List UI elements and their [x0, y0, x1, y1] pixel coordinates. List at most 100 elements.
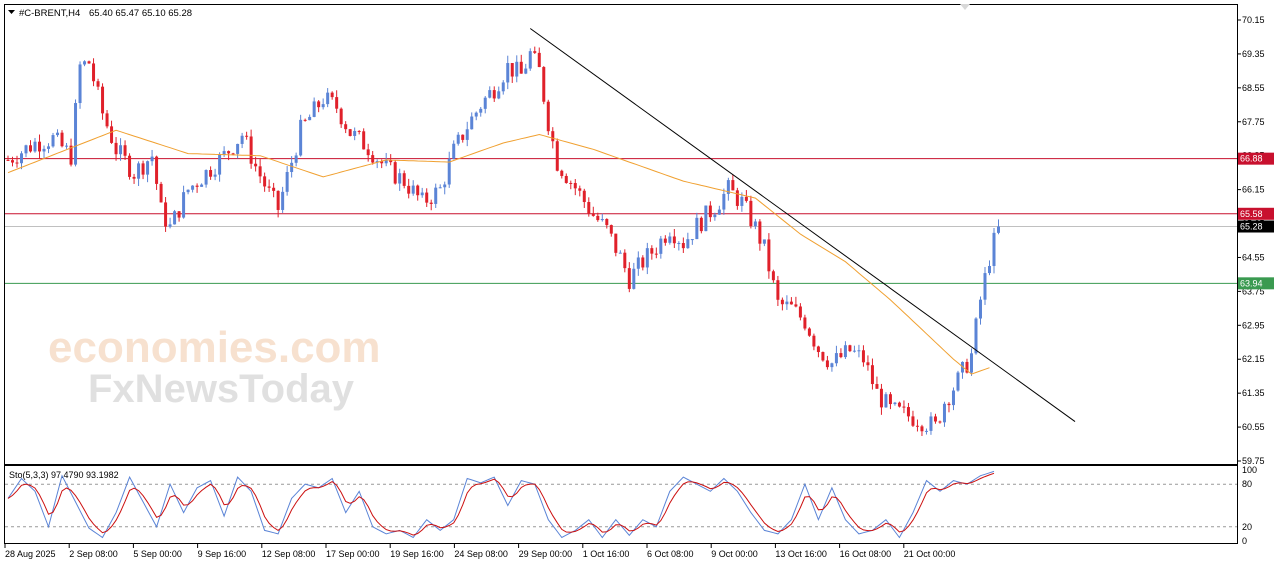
candle — [821, 351, 825, 362]
candle-body — [407, 185, 411, 194]
candle — [461, 134, 465, 143]
candle-body — [29, 145, 33, 152]
candle-body — [717, 209, 721, 215]
candle-body — [240, 135, 244, 144]
stoch-label: Sto(5,3,3) 97.4790 93.1982 — [9, 470, 119, 480]
candle-body — [470, 116, 474, 130]
candle — [38, 134, 42, 159]
candle — [362, 128, 366, 150]
time-tick-label: 24 Sep 08:00 — [454, 549, 508, 559]
candle — [303, 118, 307, 122]
candle-body — [182, 192, 186, 218]
candle-body — [852, 350, 856, 352]
candle — [308, 114, 312, 121]
candle — [695, 212, 699, 240]
candle-body — [794, 304, 798, 307]
candle-body — [645, 248, 649, 268]
candle — [321, 98, 325, 110]
candle-body — [326, 92, 330, 105]
candle — [209, 166, 213, 180]
candle-body — [411, 185, 415, 194]
price-tick-label: 69.35 — [1242, 49, 1265, 59]
candle-body — [137, 163, 141, 179]
candle — [42, 145, 46, 159]
candle — [119, 138, 123, 161]
candle — [33, 137, 37, 153]
candle — [794, 296, 798, 308]
candle-body — [375, 161, 379, 163]
candle — [141, 160, 145, 180]
time-tick-label: 9 Oct 00:00 — [711, 549, 758, 559]
candle-body — [290, 162, 294, 173]
candle-body — [15, 162, 19, 164]
candle-body — [357, 130, 361, 132]
candle-body — [879, 388, 883, 408]
candle — [456, 132, 460, 146]
watermark: economies.com FxNewsToday — [48, 323, 381, 411]
candle-body — [380, 161, 384, 164]
candle — [992, 227, 996, 274]
candle — [870, 358, 874, 390]
candle-body — [974, 318, 978, 354]
candle-body — [969, 353, 973, 373]
candle — [771, 269, 775, 283]
candle-body — [888, 394, 892, 405]
candle — [173, 209, 177, 225]
candle — [884, 392, 888, 408]
candle-body — [186, 189, 190, 193]
candle-body — [641, 257, 645, 268]
candle-body — [51, 135, 55, 147]
candle-body — [501, 82, 505, 92]
candle — [740, 192, 744, 212]
candle-body — [389, 160, 393, 163]
scroll-marker-icon[interactable] — [960, 4, 970, 10]
candle-body — [807, 328, 811, 336]
candle — [825, 355, 829, 370]
candle-body — [245, 135, 249, 137]
candle-body — [24, 145, 28, 154]
candle-body — [735, 190, 739, 206]
candle-body — [758, 221, 762, 244]
candle-body — [492, 90, 496, 99]
candle-body — [744, 196, 748, 201]
candle-body — [672, 236, 676, 244]
candle-body — [902, 406, 906, 408]
candle-body — [690, 239, 694, 241]
candle — [425, 188, 429, 207]
candle-body — [218, 154, 222, 175]
candle — [326, 88, 330, 108]
candle-body — [528, 51, 532, 69]
candle — [452, 140, 456, 160]
triangle-down-icon[interactable] — [8, 10, 15, 14]
level-tag-text: 65.58 — [1240, 209, 1263, 219]
candle-body — [155, 156, 159, 184]
candle — [875, 376, 879, 389]
candle — [542, 66, 546, 105]
moving-average-line — [7, 129, 990, 375]
candle — [497, 86, 501, 100]
candle-body — [452, 143, 456, 159]
candle-body — [164, 202, 168, 227]
candle-body — [987, 265, 991, 274]
time-tick-label: 12 Sep 08:00 — [262, 549, 316, 559]
candle — [483, 96, 487, 114]
candle-body — [42, 148, 46, 152]
candle — [524, 63, 528, 75]
candle — [605, 218, 609, 229]
candle-body — [20, 153, 24, 164]
candle — [200, 183, 204, 187]
trendline[interactable] — [529, 28, 1076, 422]
candle-body — [110, 126, 114, 143]
time-tick-label: 1 Oct 16:00 — [583, 549, 630, 559]
candle — [924, 428, 928, 435]
candle — [578, 185, 582, 197]
candle — [758, 219, 762, 251]
candle — [474, 111, 478, 121]
candle-body — [281, 191, 285, 210]
candle-body — [686, 239, 690, 249]
candle — [492, 86, 496, 102]
price-tick-label: 61.35 — [1242, 388, 1265, 398]
candle — [438, 184, 442, 189]
stoch-level-label: 80 — [1242, 479, 1252, 489]
